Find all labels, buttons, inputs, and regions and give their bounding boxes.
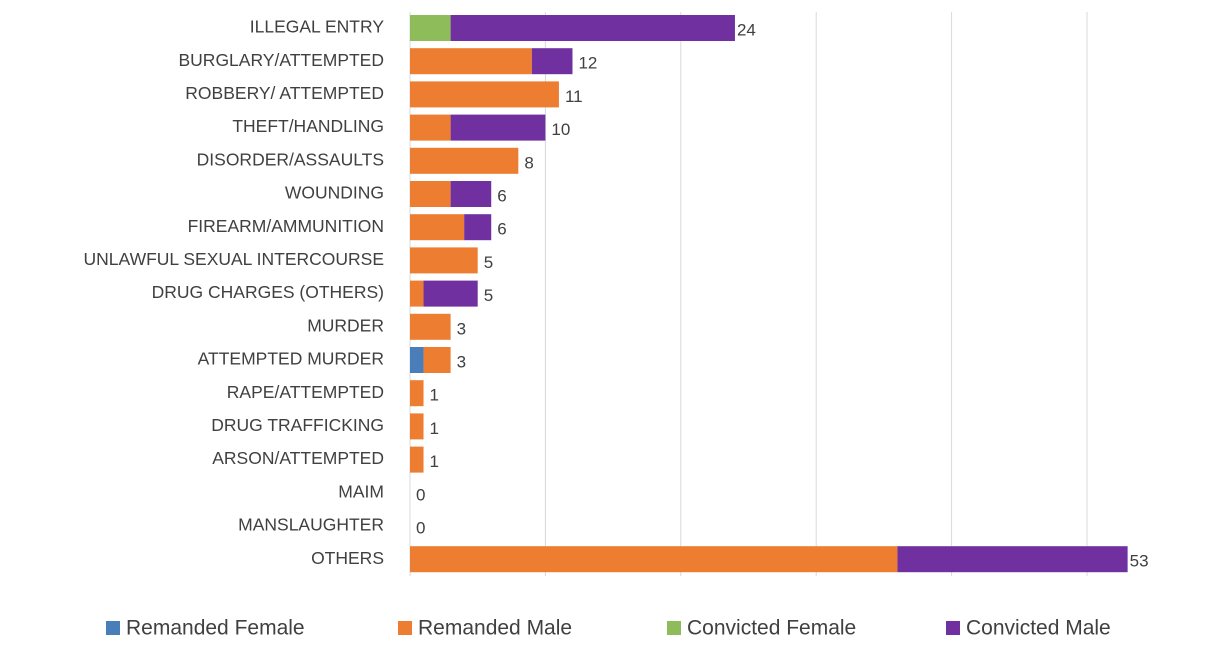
bar-segment — [450, 114, 546, 141]
total-label: 6 — [497, 186, 506, 205]
bar-segment — [410, 48, 532, 75]
bar-segment — [410, 446, 424, 473]
bar-segment — [897, 546, 1128, 573]
total-label: 1 — [430, 452, 439, 471]
bar-segment — [464, 214, 492, 241]
total-label: 5 — [484, 253, 493, 272]
total-label: 24 — [737, 20, 756, 39]
category-label: OTHERS — [311, 548, 384, 568]
bar-segment — [410, 313, 451, 340]
total-label: 1 — [430, 419, 439, 438]
total-label: 6 — [497, 220, 506, 239]
category-label: ARSON/ATTEMPTED — [212, 448, 384, 468]
bar-segment — [410, 15, 451, 41]
total-label: 8 — [524, 153, 533, 172]
legend-swatch — [946, 621, 960, 635]
legend-label: Convicted Female — [687, 617, 856, 640]
category-label: DRUG CHARGES (OTHERS) — [152, 282, 384, 302]
total-label: 0 — [416, 485, 425, 504]
category-label: DRUG TRAFFICKING — [211, 415, 384, 435]
category-label: MANSLAUGHTER — [238, 515, 384, 535]
category-label: MAIM — [338, 481, 384, 501]
bar-segment — [450, 15, 735, 41]
total-label: 3 — [457, 319, 466, 338]
category-label: FIREARM/AMMUNITION — [188, 216, 384, 236]
legend-swatch — [667, 621, 681, 635]
legend-swatch — [106, 621, 120, 635]
legend-label: Remanded Female — [126, 617, 305, 640]
bar-segment — [410, 147, 519, 174]
bar-segment — [410, 114, 451, 141]
bar-segment — [410, 247, 478, 274]
category-label: MURDER — [307, 315, 384, 335]
bar-segment — [450, 181, 492, 207]
total-label: 5 — [484, 286, 493, 305]
bar-segment — [410, 214, 465, 241]
total-label: 11 — [565, 87, 583, 106]
bar-segment — [410, 181, 451, 207]
category-label: ILLEGAL ENTRY — [250, 17, 385, 37]
category-label: BURGLARY/ATTEMPTED — [179, 50, 385, 70]
bar-segment — [410, 347, 424, 373]
total-label: 12 — [578, 54, 597, 73]
category-label: UNLAWFUL SEXUAL INTERCOURSE — [84, 249, 384, 269]
category-label: WOUNDING — [285, 183, 384, 203]
category-label: ATTEMPTED MURDER — [198, 349, 384, 369]
total-label: 1 — [430, 386, 439, 405]
category-label: DISORDER/ASSAULTS — [197, 149, 384, 169]
bar-segment — [410, 413, 424, 440]
bar-segment — [410, 380, 424, 407]
category-label: ROBBERY/ ATTEMPTED — [185, 83, 384, 103]
total-label: 3 — [457, 352, 466, 371]
bar-segment — [423, 280, 478, 307]
bar-segment — [410, 280, 424, 307]
bar-segment — [423, 347, 451, 373]
bar-segment — [410, 81, 559, 108]
legend-label: Remanded Male — [418, 617, 572, 640]
legend-label: Convicted Male — [966, 617, 1111, 640]
total-label: 53 — [1130, 552, 1149, 571]
category-label: RAPE/ATTEMPTED — [227, 382, 384, 402]
legend-swatch — [398, 621, 412, 635]
bar-segment — [531, 48, 573, 75]
total-label: 0 — [416, 518, 425, 537]
bar-segment — [410, 546, 898, 573]
category-label: THEFT/HANDLING — [232, 116, 384, 136]
total-label: 10 — [551, 120, 570, 139]
